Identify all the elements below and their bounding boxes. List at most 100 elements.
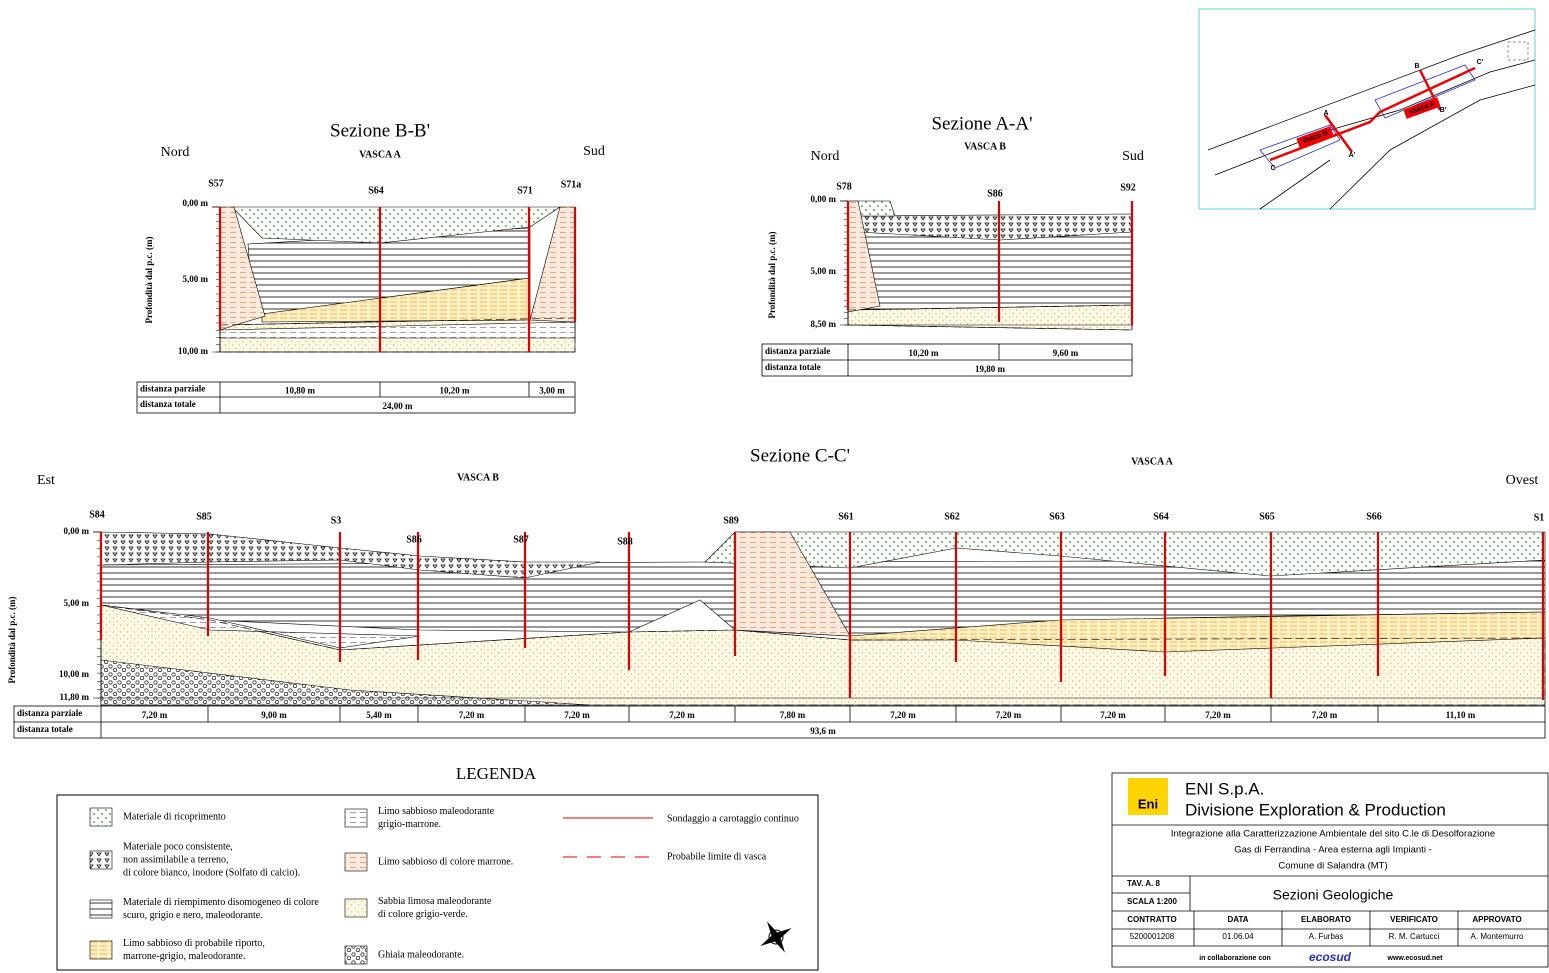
borehole-label: S63	[1049, 511, 1065, 522]
header: DATA	[1227, 915, 1248, 924]
legend-text: di colore bianco, inodore (Solfato di ca…	[123, 867, 300, 878]
row-label: distanza parziale	[140, 384, 205, 394]
borehole-label: S84	[89, 509, 105, 520]
company: ENI S.p.A.	[1185, 779, 1264, 798]
value: R. M. Cartucci	[1389, 932, 1440, 941]
axis-label: Profondità dal p.c. (m)	[7, 596, 17, 683]
map-label: C	[1270, 165, 1275, 172]
axis-label: Profondità dal p.c. (m)	[767, 231, 777, 318]
borehole-label: S89	[723, 515, 739, 526]
legend-text: scuro, grigio e nero, maleodorante.	[123, 910, 263, 921]
value: A. Montemurro	[1471, 932, 1524, 941]
row-label: distanza totale	[765, 362, 821, 372]
partial-distance: 7,20 m	[564, 710, 590, 720]
borehole-label: S71a	[561, 179, 582, 190]
tav: TAV. A. 8	[1127, 879, 1160, 888]
row-label: distanza totale	[140, 399, 196, 409]
legend-swatch	[90, 808, 112, 826]
legend-text: Sondaggio a carotaggio continuo	[667, 813, 799, 824]
depth-label: 11,80 m	[59, 692, 89, 702]
logo-text: Eni	[1138, 796, 1158, 811]
header: VERIFICATO	[1390, 915, 1438, 924]
borehole-label: S65	[1259, 511, 1275, 522]
footer-text: www.ecosud.net	[1387, 955, 1444, 962]
map-label: B'	[1440, 107, 1447, 114]
borehole-label: S86	[406, 534, 422, 545]
project-line: Comune di Salandra (MT)	[1278, 861, 1387, 872]
value: 5200001208	[1130, 932, 1175, 941]
partial-distance: 7,20 m	[142, 710, 168, 720]
section-title: Sezione A-A'	[931, 113, 1032, 134]
partial-distance: 10,20 m	[909, 348, 940, 358]
section-title: Sezione C-C'	[750, 445, 850, 466]
depth-label: 10,00 m	[59, 669, 90, 679]
partial-distance: 7,20 m	[1312, 710, 1338, 720]
partial-distance: 7,80 m	[780, 710, 806, 720]
partial-distance: 11,10 m	[1446, 710, 1476, 720]
vasca-label: VASCA B	[457, 472, 499, 483]
partial-distance: 10,80 m	[285, 386, 316, 396]
total-distance: 93,6 m	[810, 726, 836, 736]
borehole-label: S86	[987, 188, 1003, 199]
vasca-label: VASCA B	[964, 141, 1006, 152]
legend-text: Probabile limite di vasca	[667, 851, 767, 862]
borehole-label: S71	[517, 185, 533, 196]
legend-text: Ghiaia maleodorante.	[378, 949, 464, 960]
row-label: distanza parziale	[17, 708, 82, 718]
value: 01.06.04	[1222, 932, 1254, 941]
legend-swatch	[345, 809, 367, 827]
borehole-label: S1	[1534, 512, 1545, 523]
partial-distance: 7,20 m	[1100, 710, 1126, 720]
partial-distance: 7,20 m	[459, 710, 485, 720]
header: CONTRATTO	[1127, 915, 1176, 924]
partial-distance: 3,00 m	[539, 386, 565, 396]
section-title: Sezione B-B'	[330, 120, 430, 141]
soil-layer	[848, 232, 1132, 310]
borehole-label: S88	[617, 536, 633, 547]
footer-text: ecosud	[1309, 950, 1352, 964]
borehole-label: S87	[513, 534, 529, 545]
partial-distance: 7,20 m	[1205, 710, 1231, 720]
borehole-label: S85	[196, 511, 212, 522]
orientation-right: Ovest	[1506, 473, 1539, 488]
partial-distance: 7,20 m	[890, 710, 916, 720]
footer-text: in collaborazione con	[1199, 955, 1271, 962]
partial-distance: 5,40 m	[366, 710, 392, 720]
value: A. Furbas	[1309, 932, 1344, 941]
legend-text: Materiale di riempimento disomogeneo di …	[123, 897, 319, 908]
orientation-right: Sud	[1122, 149, 1144, 164]
legend-text: Materiale di ricoprimento	[123, 811, 226, 822]
partial-distance: 10,20 m	[440, 386, 471, 396]
borehole-label: S57	[208, 178, 224, 189]
legend-text: di colore grigio-verde.	[378, 909, 468, 920]
drawing: Sezione B-B'VASCA ANordSudProfondità dal…	[0, 0, 1549, 973]
legend-text: Limo sabbioso di probabile riporto,	[123, 938, 265, 949]
legend-text: Limo sabbioso di colore marrone.	[378, 856, 513, 867]
map-label: B	[1414, 63, 1419, 70]
legend-swatch	[90, 941, 112, 959]
legend-swatch	[345, 853, 367, 871]
legend-swatch	[90, 900, 112, 918]
depth-label: 0,00 m	[811, 194, 837, 204]
map-label: C'	[1477, 59, 1484, 66]
division: Divisione Exploration & Production	[1185, 800, 1446, 819]
partial-distance: 7,20 m	[669, 710, 695, 720]
depth-label: 5,00 m	[811, 266, 837, 276]
project-line: Gas di Ferrandina - Area esterna agli Im…	[1234, 845, 1431, 856]
depth-label: 10,00 m	[178, 346, 209, 356]
orientation-right: Sud	[583, 144, 605, 159]
project-line: Integrazione alla Caratterizzazione Ambi…	[1171, 829, 1495, 840]
depth-label: 5,00 m	[183, 274, 209, 284]
depth-label: 5,00 m	[64, 598, 90, 608]
orientation-left: Est	[37, 473, 55, 488]
site-map	[1199, 9, 1535, 209]
partial-distance: 9,60 m	[1053, 348, 1079, 358]
borehole-label: S78	[836, 181, 852, 192]
borehole-label: S64	[1153, 511, 1169, 522]
borehole-label: S92	[1120, 182, 1136, 193]
row-label: distanza parziale	[765, 346, 830, 356]
total-distance: 24,00 m	[383, 401, 414, 411]
scale: SCALA 1:200	[1127, 897, 1177, 906]
soil-layer	[530, 207, 575, 322]
legend-swatch	[345, 946, 367, 964]
